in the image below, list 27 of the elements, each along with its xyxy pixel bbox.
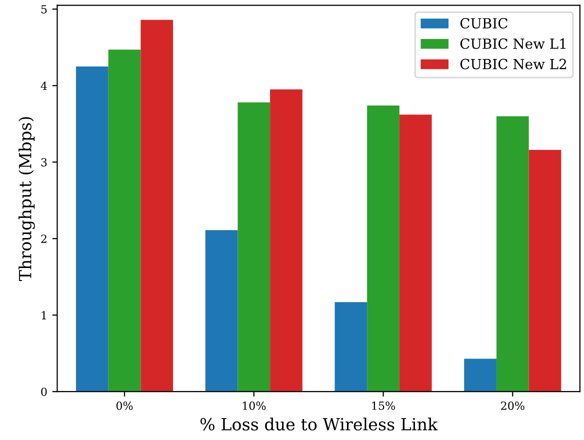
bar	[270, 89, 302, 392]
legend-label: CUBIC New L1	[460, 38, 566, 49]
bar	[399, 114, 432, 392]
y-tick-label: 2	[41, 234, 46, 243]
bar	[108, 50, 141, 392]
bar	[205, 230, 238, 392]
y-tick-label: 5	[41, 5, 47, 14]
bar	[76, 66, 108, 392]
bar	[334, 302, 368, 392]
x-tick-label: 0%	[116, 402, 133, 410]
x-axis-title: % Loss due to Wireless Link	[200, 418, 438, 431]
y-tick-label: 3	[41, 158, 47, 166]
x-tick-label: 20%	[501, 402, 524, 410]
bar	[140, 20, 174, 392]
bar	[367, 105, 400, 392]
y-tick-label: 0	[41, 388, 47, 396]
bar	[464, 358, 496, 392]
bar	[238, 102, 270, 392]
legend-label: CUBIC New L2	[460, 58, 566, 70]
x-tick-label: 15%	[372, 402, 395, 410]
y-axis-title: Throughput (Mbps)	[18, 117, 35, 281]
x-tick-label: 10%	[242, 402, 266, 410]
bar	[528, 150, 562, 392]
y-tick-label: 1	[42, 311, 46, 320]
y-tick-label: 4	[40, 82, 47, 90]
bar	[496, 116, 529, 392]
legend-label: CUBIC	[460, 18, 508, 29]
